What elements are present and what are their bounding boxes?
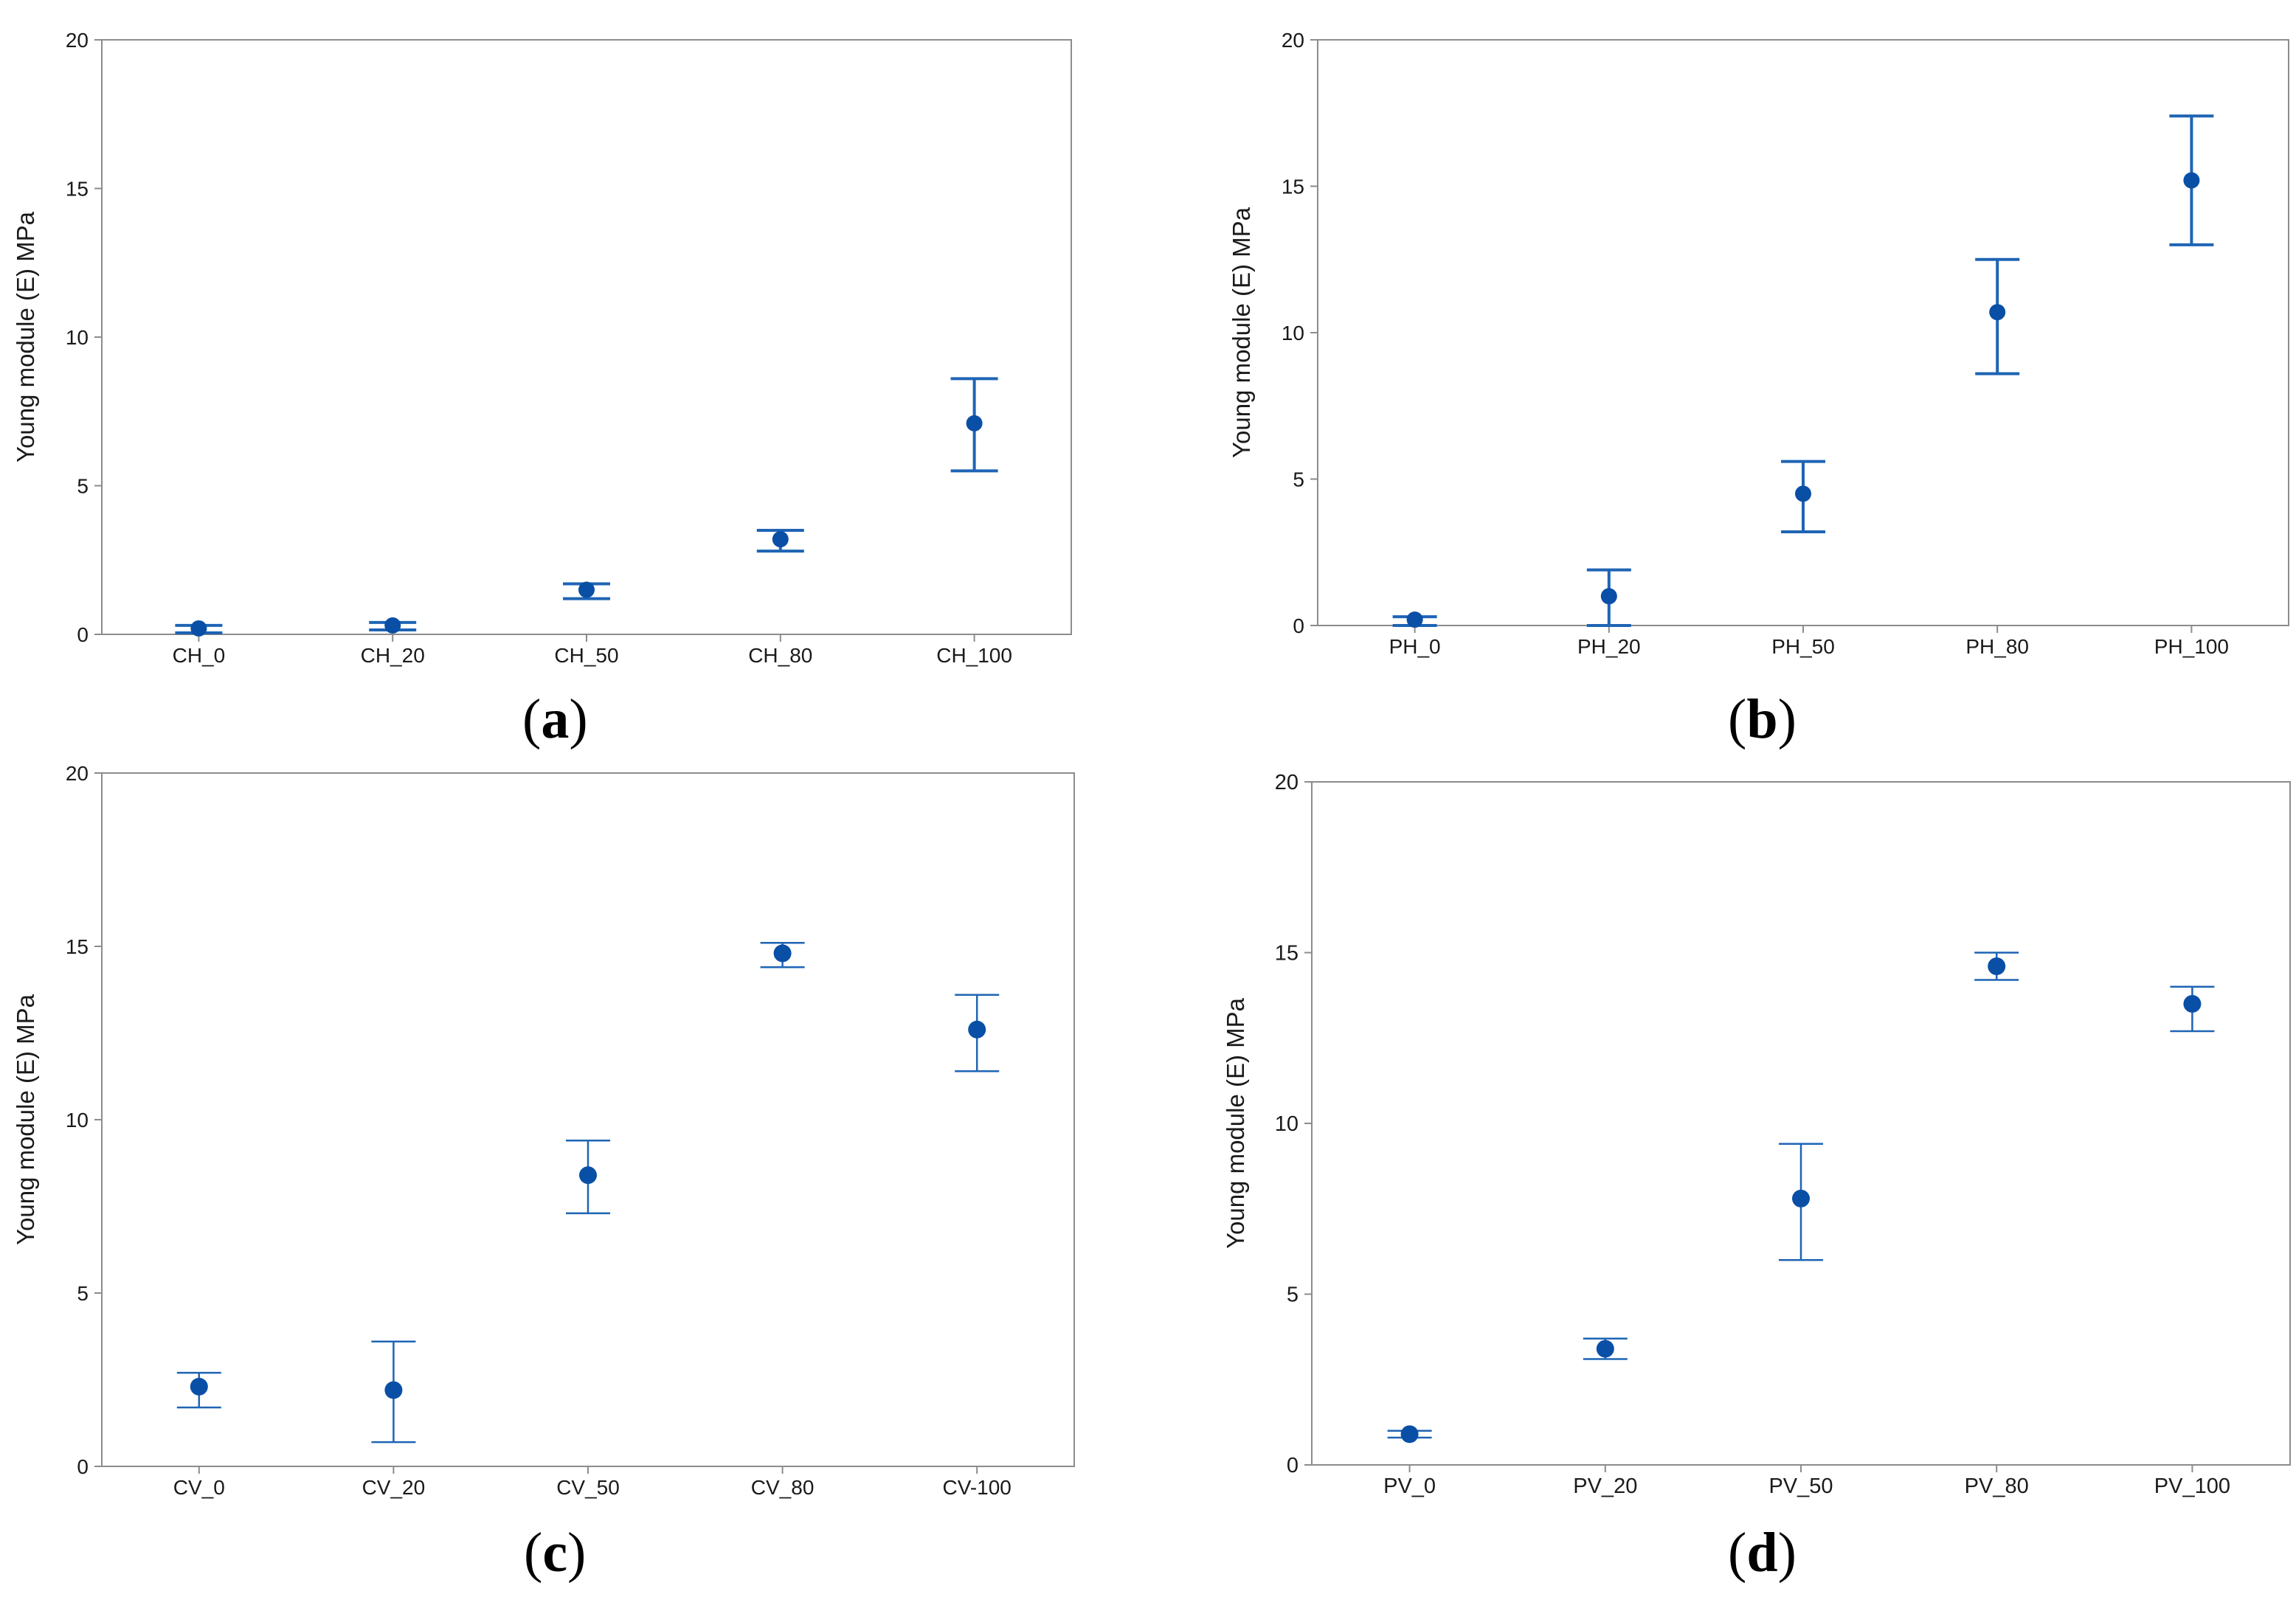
x-tick-label: PH_20 xyxy=(1577,635,1641,658)
data-point xyxy=(2183,994,2202,1013)
y-tick-label: 15 xyxy=(66,177,89,200)
y-axis-label: Young module (E) MPa xyxy=(1222,997,1249,1249)
chart-c: 0 5 10 15 20 Young module (E) MPa CV_0 CV_20 CV_… xyxy=(12,762,1075,1499)
x-tick-label: CV_20 xyxy=(362,1476,426,1499)
x-tick-label: PV_20 xyxy=(1573,1474,1637,1498)
y-tick-label: 5 xyxy=(77,1282,89,1305)
data-point xyxy=(384,1381,403,1399)
data-point xyxy=(1600,588,1617,605)
x-tick-label: PV_50 xyxy=(1768,1474,1833,1498)
y-tick-label: 0 xyxy=(77,1455,89,1478)
data-point xyxy=(578,581,595,598)
caption-d: (d) xyxy=(1728,1522,1797,1584)
x-tick-label: CV-100 xyxy=(942,1476,1011,1499)
y-tick-label: 20 xyxy=(66,29,89,52)
data-point xyxy=(1400,1425,1419,1444)
data-point xyxy=(384,617,401,634)
data-point xyxy=(1989,304,2006,321)
y-tick-label: 20 xyxy=(66,762,89,785)
x-tick-label: PV_0 xyxy=(1383,1474,1436,1498)
y-tick-label: 5 xyxy=(1293,468,1304,491)
panel-d: 0 5 10 15 20 Young module (E) MPa PV_0 PV_20 PV_… xyxy=(1148,760,2296,1608)
x-tick-label: PV_100 xyxy=(2154,1474,2230,1498)
x-tick-label: PH_0 xyxy=(1389,635,1441,658)
y-tick-label: 0 xyxy=(1287,1454,1299,1477)
x-tick-label: CH_80 xyxy=(748,644,812,667)
y-tick-label: 0 xyxy=(77,623,89,646)
plot-frame xyxy=(101,39,1072,635)
data-point xyxy=(966,415,983,432)
x-tick-label: PH_80 xyxy=(1965,635,2029,658)
chart-b: 0 5 10 15 20 Young module (E) MPa PH_0 PH_20 PH_… xyxy=(1228,29,2289,658)
panel-a: 0 5 10 15 20 Young module (E) MPa CH_0 CH_20 CH_… xyxy=(0,0,1148,760)
x-tick-label: CH_0 xyxy=(173,644,226,667)
y-tick-label: 20 xyxy=(1282,29,1304,52)
x-tick-label: PH_100 xyxy=(2154,635,2229,658)
x-tick-label: CH_100 xyxy=(936,644,1012,667)
y-axis-label: Young module (E) MPa xyxy=(12,211,39,462)
x-tick-label: PV_80 xyxy=(1965,1474,2029,1498)
y-tick-label: 15 xyxy=(1275,942,1299,966)
data-point xyxy=(579,1166,597,1185)
data-point xyxy=(1795,485,1811,502)
panel-b: 0 5 10 15 20 Young module (E) MPa PH_0 PH_20 PH_… xyxy=(1148,0,2296,760)
data-point xyxy=(2183,172,2200,189)
data-point xyxy=(190,620,207,637)
data-point xyxy=(968,1020,986,1039)
data-point xyxy=(773,944,792,963)
y-axis-label: Young module (E) MPa xyxy=(1228,207,1255,458)
y-tick-label: 0 xyxy=(1293,614,1304,637)
data-point xyxy=(1596,1340,1614,1358)
caption-c: (c) xyxy=(524,1522,587,1584)
plot-frame xyxy=(1317,39,2289,626)
caption-a: (a) xyxy=(522,688,588,750)
plot-frame xyxy=(101,772,1075,1467)
data-point xyxy=(190,1377,208,1396)
y-tick-label: 10 xyxy=(1282,322,1304,344)
y-tick-label: 10 xyxy=(66,326,89,349)
y-axis-label: Young module (E) MPa xyxy=(12,994,39,1245)
x-tick-label: CH_50 xyxy=(554,644,618,667)
x-tick-label: CV_50 xyxy=(556,1476,620,1499)
data-point xyxy=(1792,1189,1810,1207)
data-point xyxy=(1406,611,1423,628)
data-point xyxy=(1988,957,2006,976)
y-tick-label: 10 xyxy=(1275,1112,1299,1136)
chart-d: 0 5 10 15 20 Young module (E) MPa PV_0 PV_20 PV_… xyxy=(1222,771,2291,1498)
y-tick-label: 5 xyxy=(77,474,89,497)
y-tick-label: 10 xyxy=(66,1109,89,1132)
chart-a: 0 5 10 15 20 Young module (E) MPa CH_0 CH_20 CH_… xyxy=(12,29,1072,667)
caption-b: (b) xyxy=(1728,688,1797,750)
y-tick-label: 20 xyxy=(1275,771,1299,794)
x-tick-label: CV_80 xyxy=(751,1476,815,1499)
x-tick-label: CH_20 xyxy=(361,644,425,667)
y-tick-label: 15 xyxy=(1282,175,1304,198)
panel-c: 0 5 10 15 20 Young module (E) MPa CV_0 CV_20 CV_… xyxy=(0,760,1148,1608)
data-point xyxy=(772,531,789,548)
y-tick-label: 5 xyxy=(1287,1283,1299,1307)
x-tick-label: PH_50 xyxy=(1771,635,1835,658)
y-tick-label: 15 xyxy=(66,935,89,958)
plot-frame xyxy=(1311,781,2291,1466)
x-tick-label: CV_0 xyxy=(173,1476,225,1499)
